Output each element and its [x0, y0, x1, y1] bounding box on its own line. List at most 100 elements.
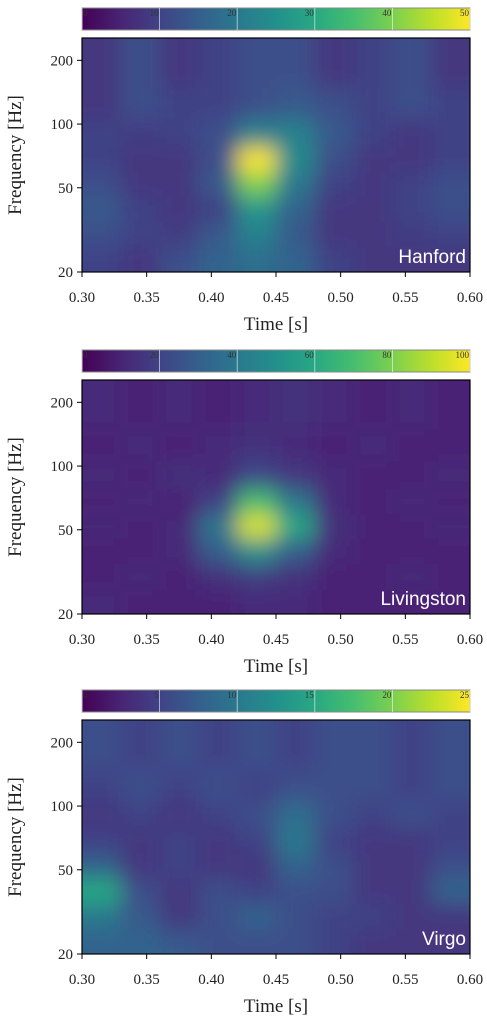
heat-cell: [159, 171, 199, 197]
heat-cell: [159, 196, 199, 223]
x-axis-label: Time [s]: [244, 996, 308, 1017]
heat-cell: [82, 118, 122, 148]
heat-cell: [353, 720, 393, 770]
heat-cell: [314, 380, 355, 430]
heat-cell: [198, 513, 238, 539]
x-tick-label: 0.45: [263, 632, 289, 648]
heat-cell: [353, 878, 393, 905]
heat-cell: [159, 853, 199, 879]
heat-cell: [120, 903, 161, 930]
heat-cell: [353, 38, 393, 88]
heat-cell: [120, 588, 161, 614]
x-axis-label: Time [s]: [244, 656, 308, 677]
heat-cell: [198, 828, 238, 855]
heat-cell: [120, 538, 161, 565]
heat-cell: [120, 768, 161, 802]
heat-cell: [392, 171, 432, 197]
heat-cell: [198, 768, 238, 802]
heat-cell: [82, 563, 122, 590]
heat-cell: [198, 800, 238, 830]
heat-cell: [237, 86, 277, 120]
colorbar-tick-label: 0: [83, 350, 88, 360]
heat-cell: [198, 380, 238, 430]
heat-cell: [276, 903, 316, 930]
x-tick-label: 0.30: [69, 290, 95, 306]
heat-cell: [314, 460, 355, 490]
colorbar: [81, 7, 471, 31]
heat-cell: [392, 38, 432, 88]
colorbar-tick-label: 80: [382, 350, 392, 360]
x-tick-label: 0.30: [69, 972, 95, 988]
heat-cell: [314, 196, 355, 223]
heat-cell: [120, 853, 161, 879]
heat-cell: [276, 588, 316, 614]
heat-cell: [276, 86, 316, 120]
y-axis-label: Frequency [Hz]: [5, 777, 26, 897]
plot-area: [82, 720, 470, 954]
heat-cell: [198, 903, 238, 930]
heat-cell: [431, 513, 470, 539]
heat-cell: [276, 488, 316, 515]
heat-cell: [159, 928, 199, 954]
heat-cell: [82, 380, 122, 430]
heat-cell: [353, 928, 393, 954]
heat-cell: [431, 538, 470, 565]
heat-cell: [276, 221, 316, 248]
heat-cell: [314, 878, 355, 905]
colorbar: [81, 689, 471, 713]
x-tick-label: 0.40: [198, 290, 224, 306]
heat-cell: [82, 86, 122, 120]
heat-cell: [276, 380, 316, 430]
x-tick-label: 0.60: [457, 632, 483, 648]
x-tick-label: 0.50: [328, 972, 354, 988]
heat-cell: [82, 488, 122, 515]
y-tick-label: 50: [58, 523, 73, 539]
heat-cell: [276, 428, 316, 462]
heat-cell: [314, 86, 355, 120]
heat-cell: [353, 800, 393, 830]
heat-cell: [159, 513, 199, 539]
heat-cell: [198, 928, 238, 954]
heat-cell: [198, 853, 238, 879]
heat-cell: [237, 903, 277, 930]
y-tick-label: 20: [58, 265, 73, 281]
heat-cell: [353, 538, 393, 565]
heat-cell: [198, 196, 238, 223]
heat-cell: [314, 768, 355, 802]
heat-cell: [120, 563, 161, 590]
heat-cell: [198, 563, 238, 590]
heat-cell: [159, 38, 199, 88]
heat-cell: [159, 118, 199, 148]
heat-cell: [431, 246, 470, 272]
heat-cell: [276, 146, 316, 173]
heat-cell: [237, 853, 277, 879]
y-tick-label: 200: [51, 395, 74, 411]
colorbar-tick-label: 100: [456, 350, 470, 360]
heat-cell: [237, 878, 277, 905]
heat-cell: [198, 246, 238, 272]
heat-cell: [353, 380, 393, 430]
heat-cell: [392, 118, 432, 148]
x-axis-label: Time [s]: [244, 314, 308, 335]
y-tick-label: 100: [51, 799, 74, 815]
y-axis-label: Frequency [Hz]: [5, 95, 26, 215]
heat-cell: [392, 588, 432, 614]
heat-cell: [431, 720, 470, 770]
heat-cell: [198, 588, 238, 614]
heat-cell: [392, 720, 432, 770]
heat-cell: [198, 538, 238, 565]
heat-cell: [392, 928, 432, 954]
heat-cell: [120, 928, 161, 954]
heat-cell: [120, 878, 161, 905]
heat-cell: [159, 86, 199, 120]
heat-cell: [392, 146, 432, 173]
heat-cell: [431, 196, 470, 223]
x-tick-label: 0.35: [134, 972, 160, 988]
heat-cell: [159, 563, 199, 590]
heat-cell: [431, 563, 470, 590]
heat-cell: [353, 246, 393, 272]
heat-cell: [353, 171, 393, 197]
heat-cell: [120, 38, 161, 88]
heat-cell: [237, 460, 277, 490]
